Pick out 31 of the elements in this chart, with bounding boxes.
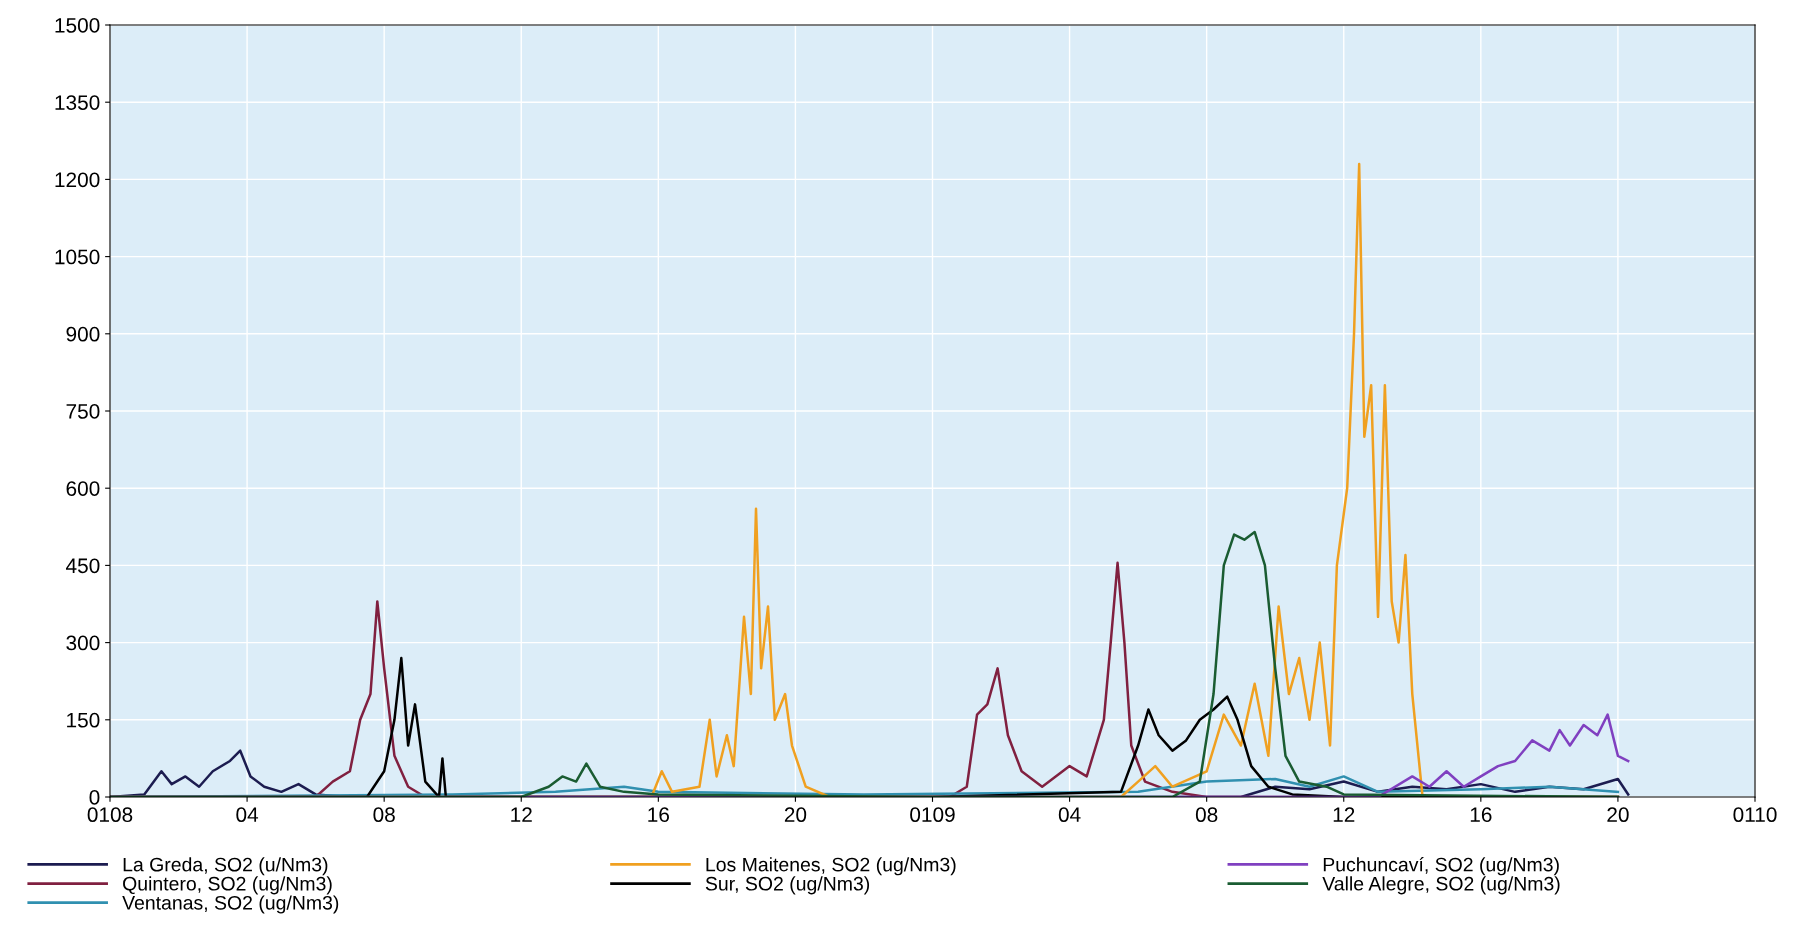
y-tick-label: 1050 — [55, 249, 100, 265]
legend-label: Valle Alegre, SO2 (ug/Nm3) — [1322, 876, 1560, 895]
x-tick-label: 20 — [1607, 807, 1629, 823]
x-tick-label: 08 — [1195, 807, 1218, 823]
y-tick-label: 450 — [66, 558, 100, 574]
x-tick-label: 0108 — [87, 807, 133, 823]
x-tick-label: 08 — [373, 807, 395, 823]
y-tick-label: 900 — [66, 326, 100, 342]
legend-label: Los Maitenes, SO2 (ug/Nm3) — [706, 857, 956, 876]
y-tick-label: 300 — [66, 635, 100, 651]
x-tick-label: 12 — [511, 807, 532, 822]
y-tick-label: 750 — [66, 404, 100, 419]
x-tick-label: 0109 — [910, 807, 955, 823]
y-tick-label: 600 — [66, 481, 100, 496]
legend-label: Quintero, SO2 (ug/Nm3) — [123, 876, 332, 895]
x-tick-label: 16 — [648, 807, 670, 823]
legend-label: Puchuncaví, SO2 (ug/Nm3) — [1323, 856, 1559, 876]
x-tick-label: 20 — [784, 807, 807, 823]
y-tick-label: 1200 — [55, 172, 100, 188]
x-tick-label: 16 — [1470, 807, 1492, 823]
x-tick-label: 04 — [236, 807, 259, 823]
y-tick-label: 150 — [67, 712, 100, 728]
x-tick-label: 04 — [1058, 807, 1081, 823]
x-tick-label: 12 — [1333, 807, 1355, 822]
y-tick-label: 1350 — [55, 95, 100, 110]
x-tick-label: 0110 — [1733, 807, 1777, 823]
y-tick-label: 1500 — [55, 18, 100, 33]
legend-label: Ventanas, SO2 (ug/Nm3) — [122, 895, 339, 914]
legend-label: Sur, SO2 (ug/Nm3) — [705, 876, 870, 895]
y-tick-label: 0 — [89, 790, 100, 805]
legend-label: La Greda, SO2 (u/Nm3) — [123, 857, 328, 876]
